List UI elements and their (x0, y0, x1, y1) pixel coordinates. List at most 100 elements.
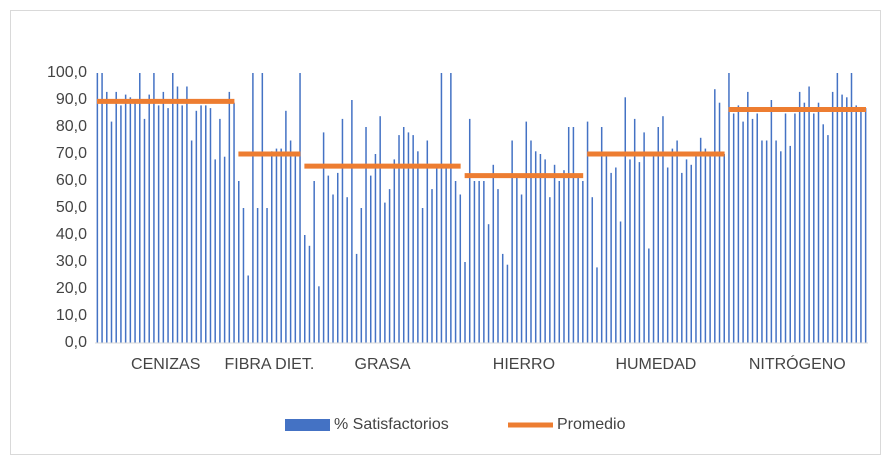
bar (402, 127, 405, 343)
y-tick-label: 70,0 (56, 145, 87, 162)
y-tick-label: 10,0 (56, 307, 87, 324)
bar (534, 151, 537, 343)
bar (186, 86, 188, 343)
y-tick-label: 0,0 (65, 334, 87, 351)
bar (525, 121, 528, 343)
bar (190, 140, 193, 343)
bar (285, 110, 287, 343)
bar (784, 113, 787, 343)
bar (247, 275, 249, 343)
y-tick-label: 100,0 (47, 64, 87, 81)
bar (205, 105, 207, 344)
bar (261, 73, 264, 343)
bar (582, 181, 584, 343)
bar (732, 113, 735, 343)
bar (228, 91, 231, 344)
bar (666, 167, 669, 343)
bar (846, 97, 848, 343)
bar (303, 235, 306, 343)
bar (822, 124, 824, 343)
bar (398, 135, 400, 343)
bar (275, 148, 278, 343)
bar (332, 194, 334, 343)
bar (101, 73, 103, 343)
bar (374, 154, 377, 343)
bar (162, 91, 165, 344)
bar (365, 127, 367, 343)
bar (813, 113, 815, 343)
bar (652, 154, 655, 343)
bar (308, 245, 311, 343)
bar (341, 118, 344, 344)
x-tick-label: HUMEDAD (615, 356, 696, 373)
bar (751, 118, 754, 344)
bar (327, 175, 330, 343)
bar (662, 116, 664, 343)
bar (134, 100, 136, 343)
bar (737, 105, 740, 344)
bar (676, 140, 678, 343)
bar (605, 154, 608, 343)
bar (360, 208, 363, 343)
bar (167, 108, 169, 343)
bar (478, 181, 480, 343)
x-tick-label: GRASA (355, 356, 411, 373)
bar (238, 181, 240, 343)
bar (723, 154, 725, 343)
bar (369, 175, 372, 343)
bar (643, 132, 645, 343)
bar (681, 172, 683, 343)
bar (648, 248, 650, 343)
bar (831, 91, 834, 344)
bar (351, 100, 353, 343)
bar (714, 89, 716, 343)
bar (765, 140, 768, 343)
bar (271, 151, 273, 343)
bar (685, 159, 688, 343)
bar (445, 167, 447, 343)
bar (120, 105, 122, 344)
bar (808, 86, 810, 343)
bar (242, 208, 245, 343)
bar (426, 140, 429, 343)
bar (827, 135, 829, 343)
bar (412, 135, 414, 343)
bar (855, 105, 857, 344)
bar (214, 159, 216, 343)
legend-label: Promedio (557, 416, 626, 433)
bar (789, 145, 791, 343)
bar (223, 156, 226, 343)
bar (841, 94, 843, 343)
bar (379, 116, 381, 343)
bar (501, 253, 504, 343)
bar (289, 140, 292, 343)
bar (704, 148, 707, 343)
bar (233, 102, 235, 343)
bar (586, 121, 589, 343)
bar (591, 197, 594, 343)
bar (615, 167, 617, 343)
bar (431, 189, 433, 343)
bar (195, 110, 198, 343)
bar (313, 181, 315, 343)
bar (780, 151, 782, 343)
legend-swatch (285, 419, 330, 431)
bar (558, 181, 561, 343)
bar (728, 73, 730, 343)
bar (106, 91, 108, 344)
bar (747, 91, 749, 344)
bar (539, 154, 542, 343)
y-tick-label: 50,0 (56, 199, 87, 216)
bar (798, 91, 801, 344)
bar (450, 73, 452, 343)
bar (200, 105, 202, 344)
bar (492, 164, 495, 343)
bar (129, 97, 132, 343)
bar (794, 113, 796, 343)
bar (256, 208, 259, 343)
bar (110, 121, 113, 343)
bar (176, 86, 179, 343)
bar (417, 151, 419, 343)
bar (407, 132, 410, 343)
bar (850, 73, 853, 343)
